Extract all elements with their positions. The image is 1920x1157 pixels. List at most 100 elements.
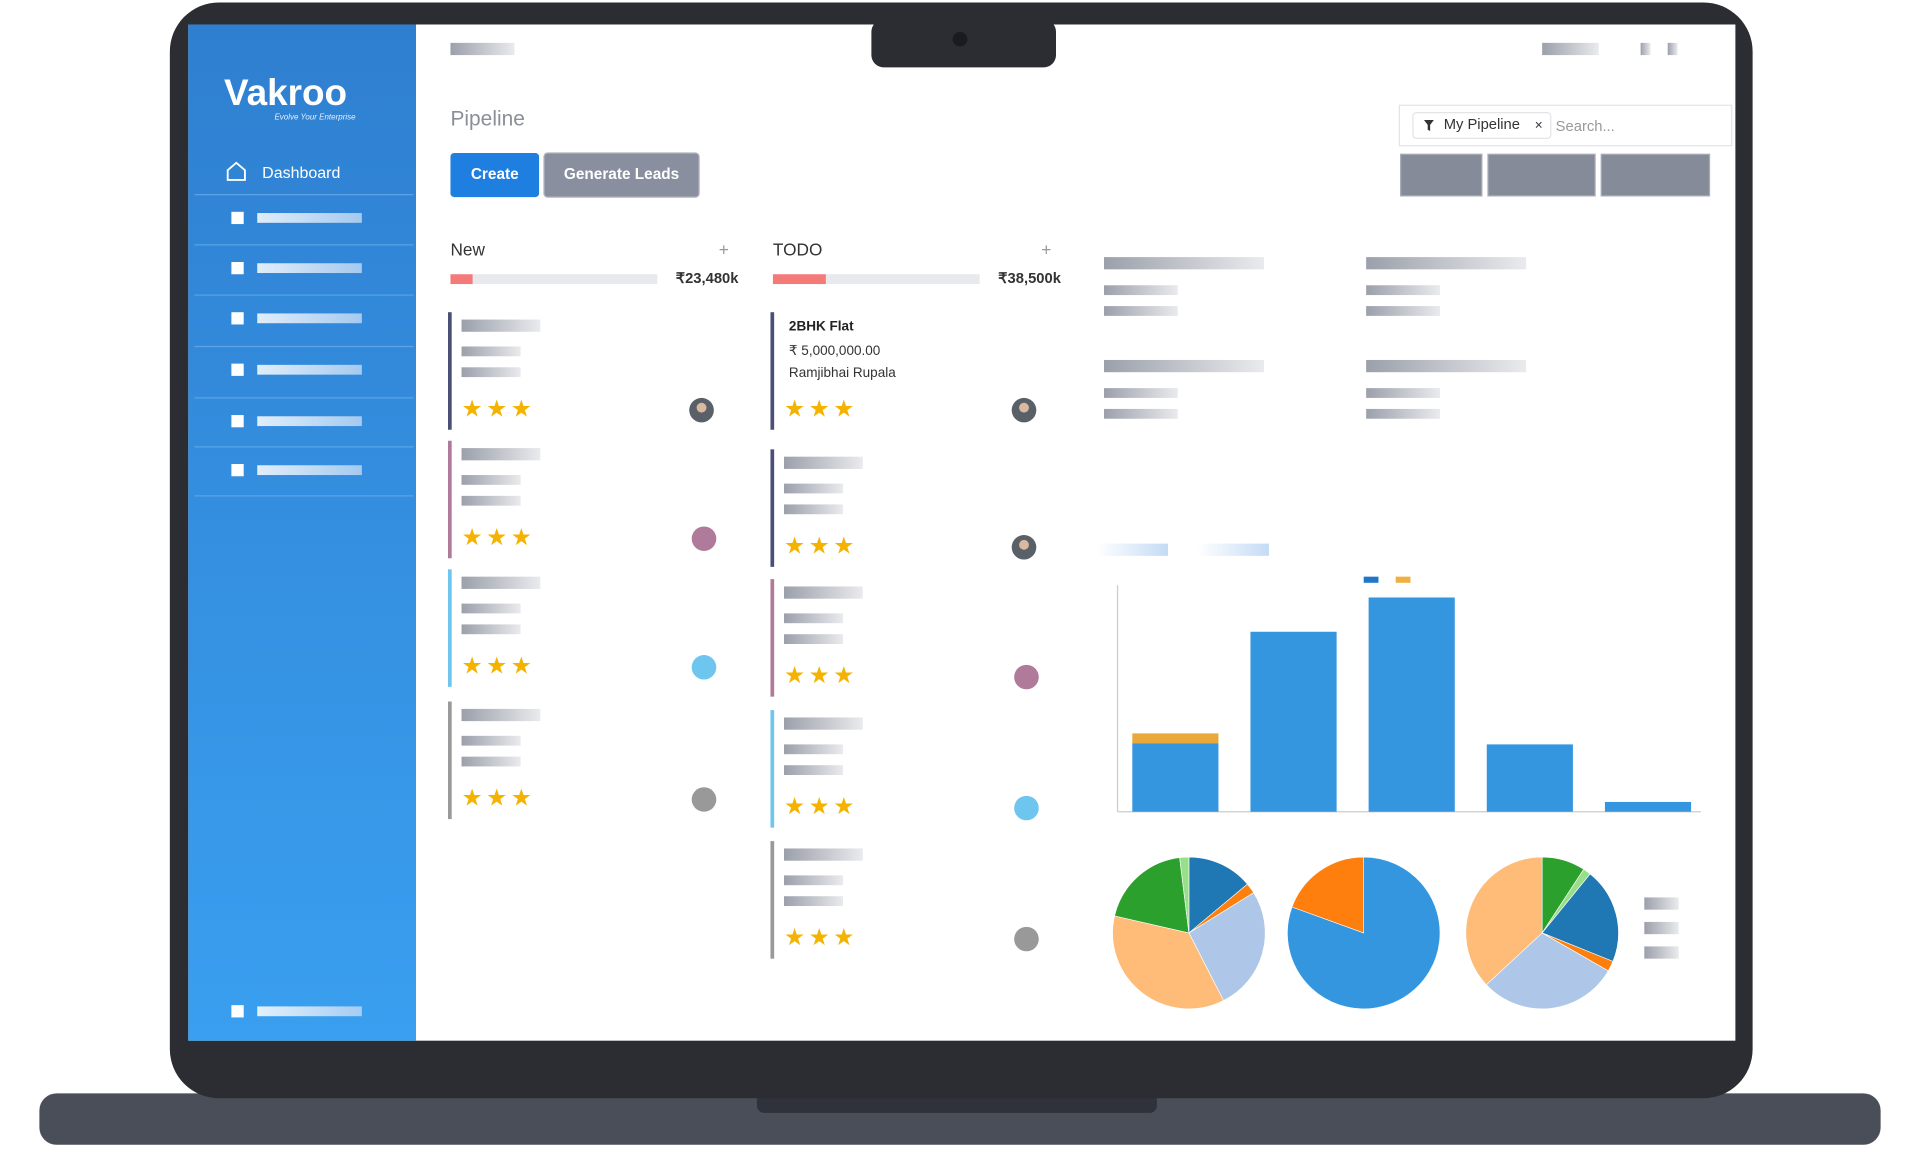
placeholder (257, 364, 362, 375)
card-title: 2BHK Flat (789, 318, 854, 333)
generate-button[interactable] (543, 152, 700, 198)
pie-slice (1291, 856, 1364, 934)
placeholder (784, 744, 844, 755)
placeholder (784, 896, 844, 907)
view-button[interactable] (1487, 153, 1596, 197)
star: ★ (809, 793, 830, 819)
placeholder (1104, 359, 1264, 373)
star: ★ (784, 395, 805, 421)
card-border (770, 449, 775, 567)
placeholder (1104, 257, 1264, 270)
placeholder (1104, 285, 1178, 296)
placeholder (461, 495, 521, 506)
status-dot (1014, 795, 1039, 821)
filter-icon (1424, 119, 1434, 132)
placeholder (1366, 408, 1440, 419)
star: ★ (809, 395, 830, 421)
star: ★ (511, 395, 532, 421)
nav-icon (231, 363, 244, 376)
card-border (770, 710, 775, 828)
view-button[interactable] (1600, 153, 1711, 197)
legend-swatch (1395, 576, 1411, 583)
nav-icon (231, 464, 244, 477)
pie-slice (1188, 856, 1248, 934)
nav-icon (231, 262, 244, 275)
placeholder (257, 313, 362, 324)
progress-fill (450, 274, 473, 285)
pie-slice (1112, 915, 1224, 1010)
create-button[interactable] (450, 153, 540, 198)
card-amount: ₹ 5,000,000.00 (789, 343, 880, 358)
placeholder (784, 634, 844, 645)
create-label: Create (471, 166, 519, 183)
placeholder (1366, 257, 1527, 270)
pie-slice (1179, 856, 1190, 933)
star: ★ (511, 785, 532, 811)
placeholder (1104, 388, 1178, 398)
pie-slice (1485, 932, 1609, 1010)
card-border (448, 312, 452, 430)
star: ★ (784, 662, 805, 688)
star: ★ (486, 652, 507, 678)
status-dot (691, 526, 717, 551)
filter-remove: × (1535, 118, 1543, 133)
nav-item[interactable]: Dashboard (262, 165, 340, 182)
star: ★ (462, 524, 483, 550)
page-title: Pipeline (450, 108, 524, 131)
star: ★ (486, 395, 507, 421)
status-dot (691, 655, 717, 680)
camera (952, 31, 968, 47)
placeholder (257, 416, 362, 427)
placeholder (1366, 306, 1440, 316)
progress-track (772, 274, 980, 285)
column-add: + (719, 240, 729, 260)
placeholder (257, 465, 362, 476)
status-dot (1014, 926, 1039, 952)
pie-slice (1465, 856, 1543, 986)
placeholder (1104, 408, 1178, 419)
placeholder (450, 42, 515, 56)
placeholder (461, 367, 521, 378)
placeholder (784, 483, 844, 494)
star: ★ (809, 662, 830, 688)
placeholder (1104, 306, 1178, 316)
placeholder (461, 624, 521, 635)
home-icon (226, 161, 246, 181)
laptop-base (39, 1093, 1881, 1145)
star: ★ (809, 532, 830, 558)
pie-slice (1188, 892, 1266, 1001)
placeholder (784, 875, 844, 886)
placeholder (1366, 359, 1527, 373)
placeholder (784, 848, 863, 861)
column-total: ₹23,480k (676, 271, 740, 287)
progress-fill (772, 274, 826, 285)
column-name: TODO (773, 240, 822, 260)
legend-swatch (1363, 576, 1379, 583)
placeholder (1644, 946, 1679, 959)
placeholder (784, 765, 844, 776)
card-border (770, 312, 775, 430)
star: ★ (511, 524, 532, 550)
pie-slice (1541, 873, 1619, 962)
view-button[interactable] (1400, 153, 1483, 197)
placeholder (461, 448, 541, 461)
progress-track (450, 274, 658, 285)
nav-icon (231, 415, 244, 428)
star: ★ (486, 524, 507, 550)
bar (1368, 597, 1455, 812)
placeholder (1096, 543, 1168, 556)
placeholder (784, 504, 844, 515)
placeholder (461, 346, 521, 357)
placeholder (461, 735, 521, 746)
star: ★ (784, 924, 805, 950)
placeholder (461, 319, 541, 332)
star: ★ (833, 924, 854, 950)
placeholder (461, 576, 541, 589)
card-border (770, 579, 775, 697)
nav-icon (231, 1005, 244, 1018)
star: ★ (784, 532, 805, 558)
placeholder (784, 456, 863, 469)
generate-label: Generate Leads (564, 166, 679, 183)
star: ★ (833, 395, 854, 421)
